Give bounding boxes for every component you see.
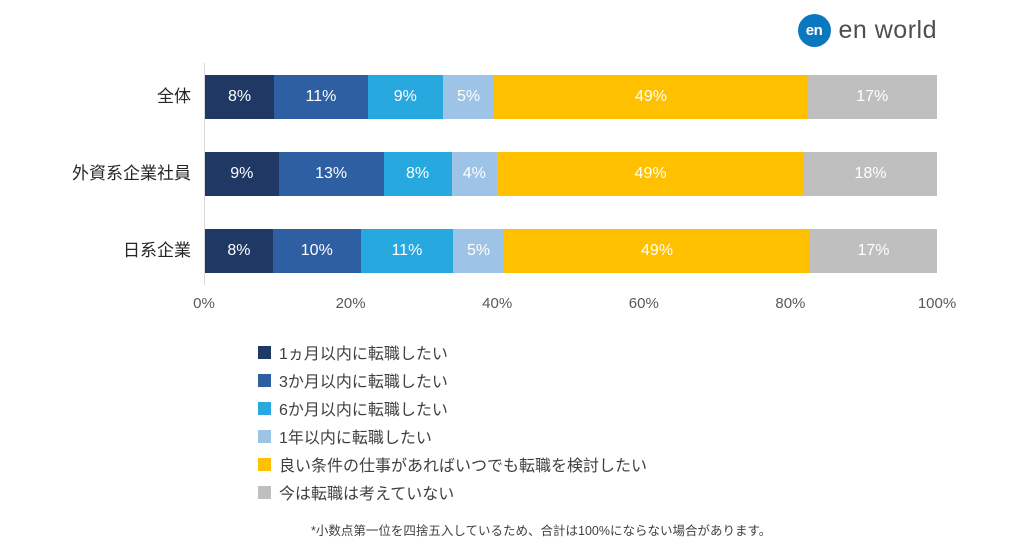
bar-segment: 11% [360, 229, 454, 273]
x-axis-tick-label: 80% [775, 295, 806, 312]
bar-track: 8% 11% 9% 5% 49% 17% [205, 75, 937, 119]
legend: 1ヵ月以内に転職したい 3か月以内に転職したい 6か月以内に転職したい 1年以内に転職… [258, 342, 648, 503]
category-label: 全体 [157, 87, 191, 106]
bar-segment: 9% [205, 152, 279, 196]
legend-label: 3か月以内に転職したい [279, 374, 448, 391]
legend-item: 良い条件の仕事があればいつでも転職を検討したい [258, 454, 648, 475]
x-axis-ticks: 0% 20% 40% 60% 80% 100% [193, 295, 956, 319]
category-label: 外資系企業社員 [72, 164, 191, 183]
bar-segment: 17% [809, 229, 937, 273]
bar-segment: 18% [804, 152, 938, 196]
x-axis-tick-label: 100% [917, 295, 957, 312]
legend-item: 1年以内に転職したい [258, 426, 647, 447]
bar-segment: 4% [451, 152, 498, 196]
bar-track: 8% 10% 11% 5% 49% 17% [205, 229, 937, 273]
bar-row: 外資系企業社員 9% 13% 8% 4% 49% 18% [72, 152, 938, 196]
legend-label: 良い条件の仕事があればいつでも転職を検討したい [279, 458, 648, 475]
legend-swatch [258, 373, 271, 387]
footnote: *小数点第一位を四捨五入しているため、合計は100%にならない場合があります。 [311, 524, 772, 538]
legend-swatch [258, 429, 271, 443]
bar-segment: 8% [383, 152, 452, 196]
legend-swatch [258, 401, 271, 415]
bar-segment: 17% [807, 75, 937, 119]
logo: en en world [797, 14, 938, 47]
bar-segment: 8% [205, 229, 273, 273]
bar-segment: 9% [367, 75, 443, 119]
bar-row: 日系企業 8% 10% 11% 5% 49% 17% [123, 229, 937, 273]
bar-segment: 49% [494, 75, 808, 119]
legend-label: 6か月以内に転職したい [279, 402, 448, 419]
legend-item: 今は転職は考えていない [258, 482, 647, 503]
legend-item: 6か月以内に転職したい [258, 398, 647, 419]
bar-segment: 8% [205, 75, 274, 119]
category-label: 日系企業 [123, 241, 191, 260]
legend-label: 1年以内に転職したい [279, 430, 432, 447]
logo-mark-text: en [805, 22, 823, 39]
bar-row: 全体 8% 11% 9% 5% 49% 17% [157, 75, 937, 119]
bar-segment: 13% [278, 152, 384, 196]
x-axis-tick-label: 0% [193, 295, 215, 312]
stacked-bar-chart: 全体 8% 11% 9% 5% 49% 17% 外資系企業社員 9% 13% 8% 4% 49% 18% 日… [72, 63, 956, 319]
en-world-logo-icon: en [797, 14, 831, 47]
bar-segment: 49% [497, 152, 805, 196]
x-axis-tick-label: 40% [482, 295, 513, 312]
bar-segment: 5% [442, 75, 495, 119]
bar-segment: 5% [453, 229, 505, 273]
x-axis-tick-label: 20% [335, 295, 366, 312]
legend-swatch [258, 457, 271, 471]
legend-item: 3か月以内に転職したい [258, 370, 647, 391]
logo-brand-text: en world [838, 16, 937, 44]
legend-swatch [258, 345, 271, 359]
legend-label: 今は転職は考えていない [279, 486, 455, 503]
bar-segment: 10% [272, 229, 361, 273]
bar-track: 9% 13% 8% 4% 49% 18% [205, 152, 938, 196]
x-axis-tick-label: 60% [628, 295, 659, 312]
bar-segment: 11% [274, 75, 368, 119]
bars-area: 全体 8% 11% 9% 5% 49% 17% 外資系企業社員 9% 13% 8% 4% 49% 18% 日… [72, 63, 938, 285]
legend-swatch [258, 485, 271, 499]
legend-item: 1ヵ月以内に転職したい [258, 342, 647, 363]
bar-segment: 49% [504, 229, 810, 273]
legend-label: 1ヵ月以内に転職したい [279, 346, 448, 363]
